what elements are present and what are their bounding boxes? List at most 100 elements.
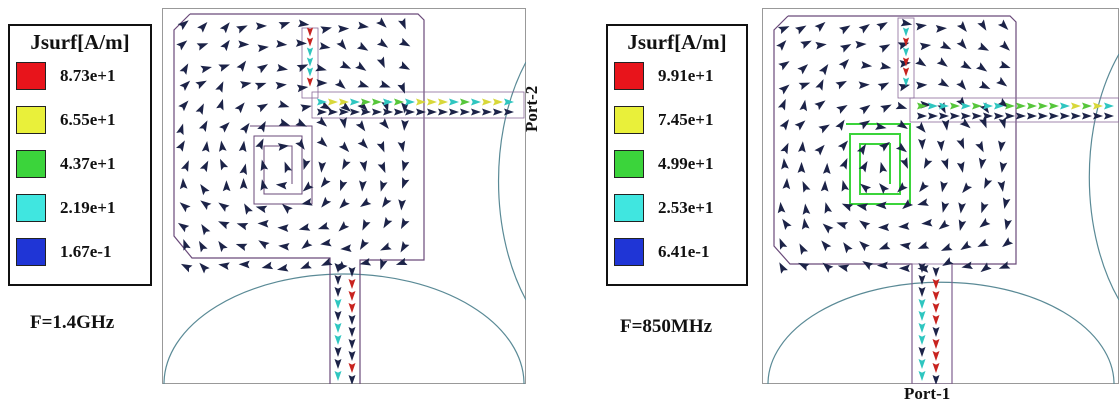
legend-value: 8.73e+1 <box>60 66 116 85</box>
current-arrow <box>1060 102 1070 110</box>
spiral-slot <box>250 125 313 205</box>
current-arrow <box>939 102 949 110</box>
current-arrow <box>303 158 311 170</box>
current-arrow <box>782 178 791 190</box>
legend-swatch-yellow <box>614 106 644 134</box>
current-arrow <box>218 221 230 230</box>
current-arrow <box>841 180 850 192</box>
current-arrow <box>277 100 290 108</box>
current-arrow <box>999 40 1010 51</box>
current-arrow <box>334 287 342 297</box>
frequency-label: F=1.4GHz <box>30 312 115 333</box>
current-arrow <box>350 108 360 116</box>
ground-arc-right <box>497 61 526 301</box>
current-arrow <box>402 177 410 189</box>
current-arrow <box>397 82 405 94</box>
current-arrow <box>935 25 947 33</box>
current-arrow <box>1027 102 1037 110</box>
current-arrow <box>898 264 910 273</box>
current-arrow <box>898 83 911 92</box>
current-arrow <box>295 138 305 150</box>
current-arrow <box>962 182 973 194</box>
port-2-label: Port-2 <box>522 85 541 132</box>
frequency-label: F=850MHz <box>620 316 713 337</box>
current-arrow <box>382 196 392 208</box>
current-arrow <box>932 279 940 289</box>
current-arrow <box>875 201 887 210</box>
current-arrow <box>235 243 248 252</box>
current-arrow <box>334 263 342 273</box>
current-arrow <box>427 98 437 106</box>
current-arrow <box>1016 112 1026 120</box>
current-arrow <box>338 221 350 232</box>
current-arrow <box>178 100 189 112</box>
current-arrow <box>921 218 933 227</box>
current-arrow <box>377 161 386 174</box>
legend-value: 2.19e+1 <box>60 198 116 217</box>
current-arrow <box>357 80 370 88</box>
current-arrow <box>915 57 927 67</box>
current-arrow <box>176 40 188 51</box>
current-arrow <box>879 61 892 70</box>
current-arrow <box>218 240 228 253</box>
current-arrow <box>372 98 382 106</box>
stub <box>897 17 915 99</box>
current-arrow <box>822 162 831 175</box>
current-arrow <box>818 64 829 76</box>
legend-swatch-green <box>16 150 46 178</box>
current-arrow <box>357 21 369 30</box>
current-arrow <box>1049 102 1059 110</box>
current-arrow <box>258 240 270 250</box>
spiral-slot <box>846 123 911 205</box>
current-arrow <box>860 183 872 194</box>
current-arrow <box>460 108 470 116</box>
current-arrow <box>998 140 1006 152</box>
current-arrow <box>880 104 892 113</box>
current-arrow <box>348 279 356 289</box>
current-arrow <box>820 180 829 192</box>
current-arrow <box>815 79 824 91</box>
current-arrow <box>180 160 189 172</box>
ground-arc-bottom <box>767 281 1115 384</box>
current-arrow <box>902 57 910 67</box>
current-arrow <box>919 181 929 193</box>
current-arrow <box>300 104 312 112</box>
current-arrow <box>277 224 289 232</box>
current-arrow <box>278 22 291 30</box>
current-arrow <box>306 77 314 87</box>
current-arrow <box>493 108 503 116</box>
current-arrow <box>296 64 309 73</box>
current-arrow <box>980 262 992 273</box>
current-arrow <box>818 124 830 134</box>
current-arrow <box>902 27 910 37</box>
current-arrow <box>201 224 211 236</box>
current-arrow <box>348 315 356 325</box>
current-arrow <box>219 140 227 152</box>
current-arrow <box>932 351 940 361</box>
current-arrow <box>306 47 314 57</box>
current-arrow <box>959 118 971 129</box>
current-arrow <box>917 112 927 120</box>
current-arrow <box>928 102 938 110</box>
current-arrow <box>219 158 229 171</box>
current-arrow <box>438 98 448 106</box>
current-arrow <box>843 242 853 254</box>
current-arrow <box>361 98 371 106</box>
current-arrow <box>878 241 891 250</box>
current-arrow <box>1002 237 1014 248</box>
current-arrow <box>238 40 250 49</box>
current-arrows <box>176 17 514 384</box>
current-arrow <box>397 140 406 153</box>
current-arrow <box>898 222 910 230</box>
current-arrow <box>798 141 806 153</box>
current-arrow <box>932 267 940 277</box>
feed-line <box>911 263 953 384</box>
current-arrow <box>936 140 945 152</box>
legend-swatch-green <box>614 150 644 178</box>
current-arrow <box>815 41 827 50</box>
current-arrow <box>195 103 204 115</box>
current-arrow <box>302 181 314 192</box>
current-arrow <box>383 108 393 116</box>
current-arrow <box>261 261 274 270</box>
current-arrow <box>394 108 404 116</box>
